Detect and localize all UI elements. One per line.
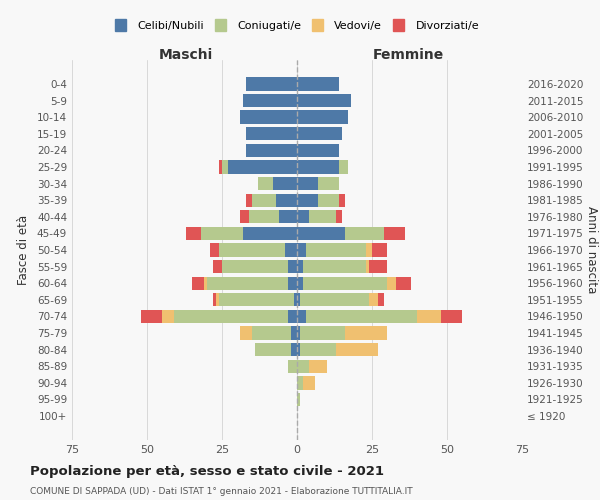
Bar (219, 244, 285, 256)
Bar (141, 310, 162, 323)
Bar (339, 160, 348, 173)
Bar (246, 194, 252, 207)
Bar (303, 260, 366, 274)
Bar (192, 276, 204, 290)
Bar (240, 110, 297, 124)
Bar (213, 293, 216, 306)
Bar (318, 177, 339, 190)
Bar (366, 244, 372, 256)
Bar (303, 376, 315, 390)
Bar (276, 194, 297, 207)
Bar (297, 110, 348, 124)
Bar (297, 177, 318, 190)
Bar (201, 226, 243, 240)
Legend: Celibi/Nubili, Coniugati/e, Vedovi/e, Divorziati/e: Celibi/Nubili, Coniugati/e, Vedovi/e, Di… (110, 16, 484, 36)
Bar (243, 94, 297, 107)
Bar (297, 360, 309, 373)
Bar (297, 160, 339, 173)
Bar (222, 160, 228, 173)
Bar (285, 244, 297, 256)
Bar (288, 360, 297, 373)
Text: Popolazione per età, sesso e stato civile - 2021: Popolazione per età, sesso e stato civil… (30, 465, 384, 478)
Bar (372, 244, 387, 256)
Bar (318, 194, 339, 207)
Bar (387, 276, 396, 290)
Bar (366, 260, 369, 274)
Bar (417, 310, 441, 323)
Bar (246, 127, 297, 140)
Bar (300, 293, 369, 306)
Bar (252, 194, 276, 207)
Bar (186, 226, 201, 240)
Text: Femmine: Femmine (373, 48, 443, 62)
Bar (162, 310, 174, 323)
Bar (219, 160, 222, 173)
Bar (297, 326, 300, 340)
Bar (336, 210, 342, 224)
Bar (396, 276, 411, 290)
Bar (297, 343, 300, 356)
Bar (252, 326, 291, 340)
Bar (309, 210, 336, 224)
Bar (297, 244, 306, 256)
Bar (207, 276, 288, 290)
Bar (297, 127, 342, 140)
Bar (222, 260, 288, 274)
Bar (297, 210, 309, 224)
Bar (216, 293, 219, 306)
Y-axis label: Fasce di età: Fasce di età (17, 215, 30, 285)
Bar (297, 293, 300, 306)
Bar (297, 226, 345, 240)
Text: COMUNE DI SAPPADA (UD) - Dati ISTAT 1° gennaio 2021 - Elaborazione TUTTITALIA.IT: COMUNE DI SAPPADA (UD) - Dati ISTAT 1° g… (30, 488, 413, 496)
Bar (279, 210, 297, 224)
Bar (297, 194, 318, 207)
Bar (240, 210, 249, 224)
Bar (345, 326, 387, 340)
Y-axis label: Anni di nascita: Anni di nascita (584, 206, 598, 294)
Bar (384, 226, 405, 240)
Bar (303, 276, 387, 290)
Bar (297, 94, 351, 107)
Bar (246, 78, 297, 90)
Bar (246, 144, 297, 157)
Bar (219, 293, 294, 306)
Bar (288, 276, 297, 290)
Bar (240, 326, 252, 340)
Bar (291, 326, 297, 340)
Bar (255, 343, 291, 356)
Bar (297, 78, 339, 90)
Bar (288, 260, 297, 274)
Bar (258, 177, 273, 190)
Bar (369, 260, 387, 274)
Text: Maschi: Maschi (159, 48, 213, 62)
Bar (297, 310, 306, 323)
Bar (300, 326, 345, 340)
Bar (336, 343, 378, 356)
Bar (204, 276, 207, 290)
Bar (297, 276, 303, 290)
Bar (249, 210, 279, 224)
Bar (291, 343, 297, 356)
Bar (297, 393, 300, 406)
Bar (174, 310, 288, 323)
Bar (210, 244, 219, 256)
Bar (339, 194, 345, 207)
Bar (300, 343, 336, 356)
Bar (345, 226, 384, 240)
Bar (297, 144, 339, 157)
Bar (288, 310, 297, 323)
Bar (243, 226, 297, 240)
Bar (306, 310, 417, 323)
Bar (297, 260, 303, 274)
Bar (213, 260, 222, 274)
Bar (369, 293, 378, 306)
Bar (378, 293, 384, 306)
Bar (294, 293, 297, 306)
Bar (306, 244, 366, 256)
Bar (441, 310, 462, 323)
Bar (309, 360, 327, 373)
Bar (228, 160, 297, 173)
Bar (297, 376, 303, 390)
Bar (273, 177, 297, 190)
